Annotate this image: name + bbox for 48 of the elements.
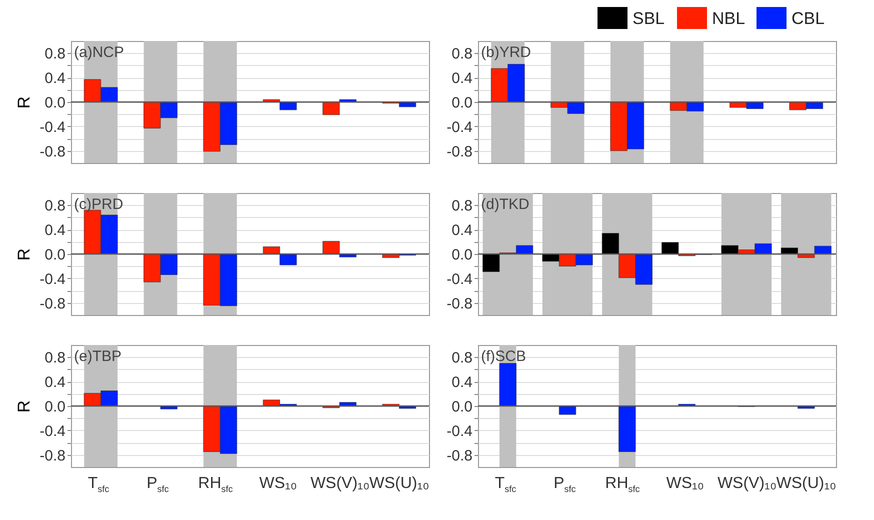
y-tick-label: -0.4 xyxy=(40,118,66,136)
y-tick-label: 0.0 xyxy=(44,246,66,264)
y-axis-title: R xyxy=(14,96,34,109)
y-tick-label: -0.4 xyxy=(446,422,472,440)
y-tick-label: 0.4 xyxy=(44,222,66,240)
y-tick-label: 0.8 xyxy=(44,46,66,63)
x-tick-label: WS₁₀ xyxy=(259,475,298,492)
legend-label: NBL xyxy=(712,9,746,28)
chart-title: (a)NCP xyxy=(74,44,124,61)
y-tick-label: 0.8 xyxy=(452,46,472,63)
y-tick-label: 0.4 xyxy=(44,374,66,392)
y-tick-label: -0.4 xyxy=(446,118,472,136)
y-tick-label: -0.8 xyxy=(40,295,66,312)
x-tick-label: WS(V)₁₀ xyxy=(310,475,370,492)
y-tick-label: 0.8 xyxy=(44,350,66,367)
y-tick-label: 0.8 xyxy=(452,350,472,367)
y-tick-label: 0.4 xyxy=(452,374,472,392)
y-tick-label: -0.8 xyxy=(40,143,66,160)
y-tick-label: 0.8 xyxy=(452,198,472,215)
y-tick-label: -0.8 xyxy=(446,295,472,312)
y-tick-label: 0.4 xyxy=(452,222,472,240)
y-tick-label: 0.0 xyxy=(452,246,472,264)
y-tick-label: 0.0 xyxy=(44,398,66,416)
y-axis-title: R xyxy=(14,400,34,413)
y-tick-label: 0.4 xyxy=(44,70,66,88)
y-tick-label: -0.4 xyxy=(40,422,66,440)
y-tick-label: 0.8 xyxy=(44,198,66,215)
y-tick-label: 0.0 xyxy=(44,94,66,112)
y-tick-label: 0.0 xyxy=(452,398,472,416)
chart-title: (c)PRD xyxy=(74,196,124,213)
x-tick-label: WS(U)₁₀ xyxy=(776,475,836,492)
chart-title: (d)TKD xyxy=(481,196,530,213)
chart-title: (e)TBP xyxy=(74,348,122,365)
y-tick-label: -0.4 xyxy=(40,270,66,288)
chart-title: (f)SCB xyxy=(481,348,526,365)
x-tick-label: WS₁₀ xyxy=(666,475,704,492)
legend-label: CBL xyxy=(792,9,825,28)
y-tick-label: 0.0 xyxy=(452,94,472,112)
y-tick-label: 0.4 xyxy=(452,70,472,88)
chart-title: (b)YRD xyxy=(481,44,532,61)
y-tick-label: -0.8 xyxy=(40,447,66,464)
x-tick-label: WS(U)₁₀ xyxy=(369,475,430,492)
x-tick-label: WS(V)₁₀ xyxy=(717,475,777,492)
legend-label: SBL xyxy=(632,9,665,28)
y-tick-label: -0.8 xyxy=(446,447,472,464)
y-tick-label: -0.8 xyxy=(446,143,472,160)
y-axis-title: R xyxy=(14,248,34,261)
y-tick-label: -0.4 xyxy=(446,270,472,288)
